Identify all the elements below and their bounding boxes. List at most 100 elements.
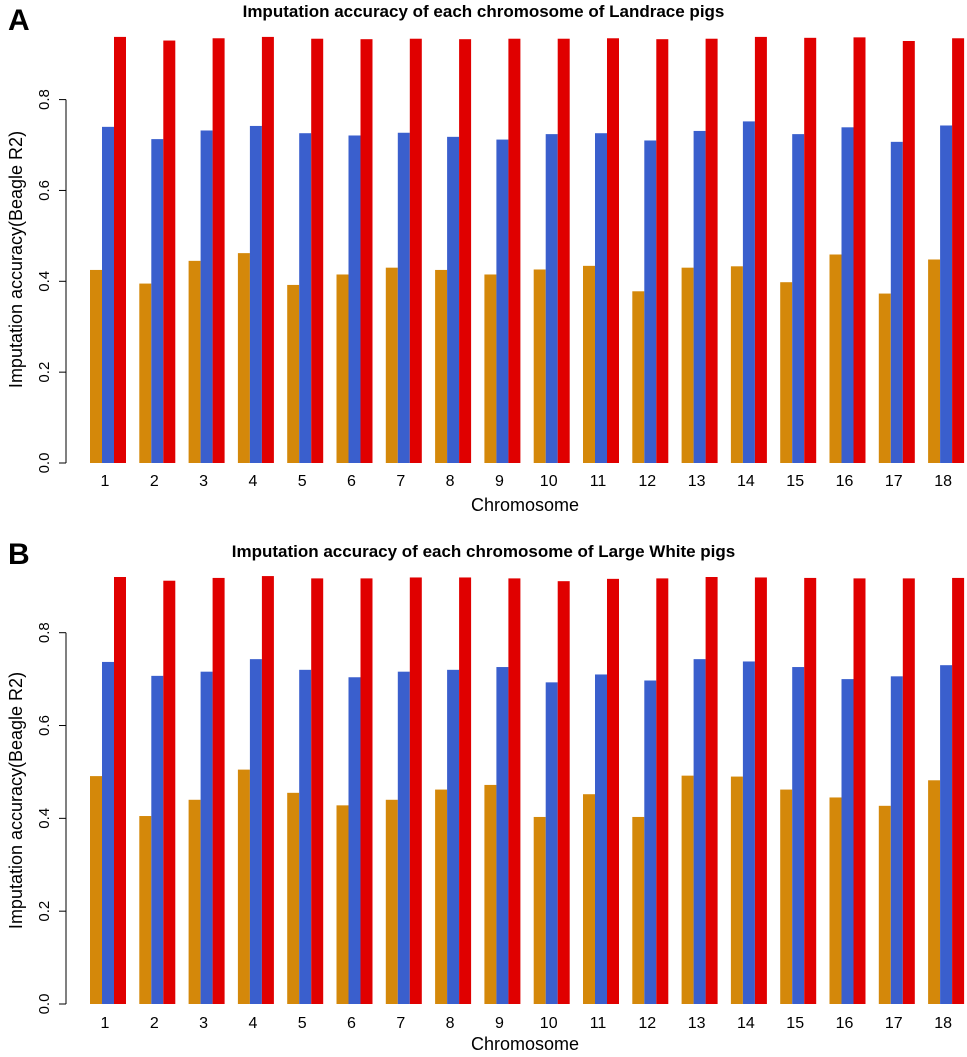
x-tick-label: 16 — [836, 473, 854, 490]
bar-series_2-chr-12 — [644, 680, 657, 1004]
bar-series_1-chr-5 — [287, 792, 300, 1004]
bar-series_1-chr-7 — [385, 267, 398, 463]
bar-series_3-chr-2 — [163, 580, 176, 1004]
bar-chart-large-white: 0.0 0.2 0.4 0.6 0.8 Imputation accuracy(Beagl… — [6, 576, 965, 1054]
bar-series_3-chr-5 — [311, 38, 324, 464]
y-tick-label: 0.4 — [36, 808, 53, 829]
bar-series_1-chr-17 — [878, 805, 891, 1004]
bar-series_3-chr-3 — [212, 38, 225, 464]
bar-series_3-chr-1 — [114, 36, 126, 464]
panel-label: A — [8, 4, 30, 37]
x-tick-label: 7 — [396, 1015, 405, 1032]
y-tick-label: 0.2 — [36, 362, 53, 383]
x-tick-label: 12 — [638, 1015, 656, 1032]
x-axis-label: Chromosome — [471, 1034, 579, 1052]
x-tick-label: 14 — [737, 1015, 755, 1032]
bar-series_2-chr-6 — [348, 135, 361, 463]
bar-series_2-chr-8 — [447, 669, 460, 1004]
x-tick-label: 6 — [347, 1015, 356, 1032]
x-tick-label: 18 — [934, 473, 952, 490]
bar-series_2-chr-13 — [693, 130, 706, 463]
bar-series_2-chr-9 — [496, 667, 509, 1004]
bar-series_3-chr-8 — [459, 577, 472, 1004]
bar-series_2-chr-2 — [151, 139, 164, 463]
x-tick-label: 6 — [347, 473, 356, 490]
bar-series_2-chr-11 — [595, 674, 607, 1004]
y-tick-label: 0.6 — [36, 715, 53, 736]
bar-series_3-chr-3 — [212, 577, 225, 1004]
bar-series_1-chr-17 — [878, 293, 891, 463]
bar-series_2-chr-14 — [742, 121, 755, 464]
bar-series_1-chr-3 — [188, 799, 201, 1004]
bar-series_1-chr-1 — [90, 776, 102, 1004]
bar-series_3-chr-5 — [311, 578, 324, 1004]
bar-series_3-chr-12 — [656, 39, 669, 464]
bar-series_1-chr-4 — [237, 769, 250, 1004]
bar-chart-landrace: 0.0 0.2 0.4 0.6 0.8 Imputation accuracy(Beagl… — [6, 36, 965, 515]
bar-series_1-chr-15 — [780, 282, 793, 463]
bar-series_1-chr-2 — [139, 283, 152, 463]
bar-series_3-chr-15 — [804, 37, 817, 464]
bar-series_3-chr-18 — [952, 577, 965, 1004]
bar-series_2-chr-14 — [742, 661, 755, 1004]
bar-series_3-chr-14 — [754, 577, 767, 1004]
bar-series_1-chr-3 — [188, 260, 201, 463]
bar-series_3-chr-13 — [705, 38, 718, 464]
bar-series_1-chr-6 — [336, 805, 349, 1004]
bar-series_3-chr-17 — [902, 40, 915, 464]
x-tick-label: 18 — [934, 1015, 952, 1032]
bar-series_3-chr-1 — [114, 577, 126, 1004]
x-tick-label: 10 — [540, 473, 558, 490]
x-tick-label: 13 — [688, 473, 706, 490]
x-tick-label: 11 — [590, 1015, 607, 1032]
chart-title: Imputation accuracy of each chromosome o… — [242, 2, 725, 21]
x-tick-label: 5 — [298, 473, 307, 490]
bar-series_1-chr-8 — [435, 269, 448, 463]
bar-series_3-chr-8 — [459, 39, 472, 464]
bar-series_1-chr-4 — [237, 253, 250, 463]
bar-series_1-chr-13 — [681, 267, 694, 463]
bar-series_1-chr-2 — [139, 816, 152, 1004]
x-tick-label: 1 — [101, 1015, 110, 1032]
bar-series_1-chr-15 — [780, 789, 793, 1004]
y-tick-label: 0.4 — [36, 271, 53, 292]
y-tick-label: 0.8 — [36, 89, 53, 110]
bar-series_3-chr-7 — [409, 38, 422, 464]
bar-series_2-chr-10 — [545, 134, 558, 464]
bar-series_3-chr-6 — [360, 578, 373, 1004]
bar-series_2-chr-15 — [792, 134, 805, 464]
bar-series_3-chr-4 — [261, 576, 274, 1004]
x-tick-label: 4 — [248, 473, 257, 490]
bar-series_1-chr-18 — [928, 780, 941, 1004]
bar-series_1-chr-7 — [385, 799, 398, 1004]
y-tick-label: 0.2 — [36, 901, 53, 922]
bar-series_1-chr-14 — [730, 776, 743, 1004]
bar-series_1-chr-12 — [632, 291, 645, 463]
y-tick-label: 0.6 — [36, 180, 53, 201]
x-tick-label: 8 — [446, 473, 455, 490]
x-tick-label: 8 — [446, 1015, 455, 1032]
bar-series_3-chr-11 — [607, 578, 619, 1004]
bar-series_1-chr-11 — [583, 794, 595, 1004]
bar-series_3-chr-17 — [902, 578, 915, 1004]
bar-series_2-chr-3 — [200, 671, 213, 1004]
bar-series_3-chr-16 — [853, 578, 866, 1004]
bar-series_3-chr-9 — [508, 38, 521, 464]
bar-series_2-chr-10 — [545, 682, 558, 1004]
bar-series_2-chr-8 — [447, 136, 460, 464]
y-axis-label: Imputation accuracy(Beagle R2) — [6, 672, 26, 929]
bar-series_3-chr-12 — [656, 578, 669, 1004]
bar-series_2-chr-16 — [841, 127, 854, 463]
bar-series_2-chr-18 — [940, 665, 953, 1004]
bar-series_3-chr-6 — [360, 39, 373, 464]
x-tick-label: 10 — [540, 1015, 558, 1032]
x-tick-label: 15 — [786, 1015, 804, 1032]
bar-series_2-chr-17 — [890, 676, 903, 1004]
x-axis-label: Chromosome — [471, 495, 579, 515]
y-tick-label: 0.0 — [36, 453, 53, 474]
bar-series_3-chr-16 — [853, 37, 866, 464]
bar-series_2-chr-7 — [397, 671, 410, 1004]
x-tick-label: 16 — [836, 1015, 854, 1032]
bar-series_2-chr-2 — [151, 675, 164, 1004]
bar-series_3-chr-4 — [261, 36, 274, 464]
